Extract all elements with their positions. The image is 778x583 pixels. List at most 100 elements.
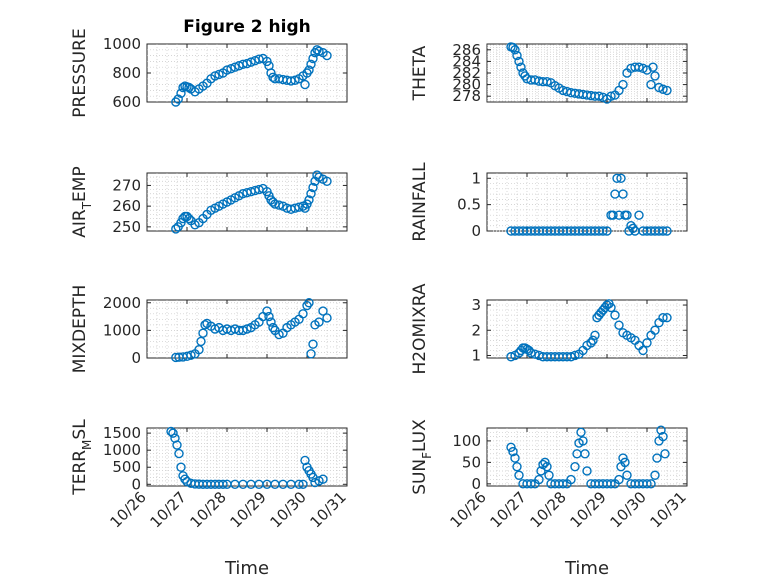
data-point xyxy=(652,453,662,463)
data-point xyxy=(544,470,554,480)
data-point xyxy=(526,479,536,489)
data-point xyxy=(558,479,568,489)
x-tick-label: 10/30 xyxy=(267,488,310,531)
data-point xyxy=(308,182,318,193)
y-tick-label: 284 xyxy=(452,52,481,70)
data-point xyxy=(171,224,181,234)
data-point xyxy=(218,479,228,489)
y-axis-label: TERRMSL xyxy=(70,419,94,496)
data-point xyxy=(242,324,252,334)
y-tick-label: 600 xyxy=(112,93,141,111)
data-point xyxy=(510,45,520,55)
data-point xyxy=(658,226,668,236)
data-point xyxy=(650,325,660,335)
data-point xyxy=(238,325,248,336)
x-axis-label: Time xyxy=(224,558,269,579)
data-point xyxy=(306,189,316,199)
data-point xyxy=(616,173,626,183)
data-point xyxy=(246,57,256,67)
data-point xyxy=(306,349,316,359)
data-point xyxy=(184,82,194,93)
chart-title: Figure 2 high xyxy=(183,17,311,37)
y-axis-label: MIXDEPTH xyxy=(70,285,90,374)
data-point xyxy=(512,50,522,61)
y-tick-label: 1000 xyxy=(103,35,141,53)
data-point xyxy=(608,210,618,220)
panel-rainfall: 0 0.5 1 RAINFALL xyxy=(410,162,688,242)
data-point xyxy=(658,312,668,323)
data-point xyxy=(634,62,644,72)
data-point xyxy=(298,479,308,489)
data-point xyxy=(314,46,324,56)
data-point xyxy=(173,94,183,104)
y-tick-label: 500 xyxy=(112,458,141,476)
data-point xyxy=(172,440,182,450)
data-point xyxy=(542,76,552,87)
data-point xyxy=(606,302,616,313)
data-point xyxy=(506,442,516,453)
x-tick-label: 10/27 xyxy=(487,488,530,531)
data-point xyxy=(306,59,316,70)
data-point xyxy=(662,85,672,96)
data-point xyxy=(174,448,184,459)
data-point xyxy=(658,431,668,442)
data-point xyxy=(171,352,181,363)
data-point xyxy=(618,189,628,199)
data-point xyxy=(618,453,628,463)
x-tick-label: 10/31 xyxy=(647,488,690,531)
panel-h2omixra: 1 2 3 H2OMIXRA xyxy=(410,283,688,375)
y-tick-label: 278 xyxy=(452,87,481,105)
x-tick-label: 10/26 xyxy=(107,488,150,531)
data-point xyxy=(650,470,660,480)
y-tick-label: 0.5 xyxy=(457,196,481,214)
y-tick-label: 100 xyxy=(452,432,481,450)
data-point xyxy=(290,75,300,85)
data-point xyxy=(304,195,314,205)
data-point xyxy=(622,470,632,480)
data-point xyxy=(646,79,656,90)
data-point xyxy=(171,97,181,107)
data-point xyxy=(580,449,590,459)
data-point xyxy=(242,58,252,69)
data-point xyxy=(264,311,274,322)
panel-air_temp: 250 260 270 AIRTEMP xyxy=(70,166,348,238)
data-point xyxy=(170,433,180,443)
data-point xyxy=(266,317,276,327)
data-point xyxy=(262,56,272,67)
y-tick-label: 280 xyxy=(452,76,481,94)
data-point xyxy=(566,474,576,485)
data-point xyxy=(606,91,616,101)
data-point xyxy=(620,457,630,468)
y-axis-label: PRESSURE xyxy=(70,28,90,117)
y-tick-label: 0 xyxy=(471,222,481,240)
data-point xyxy=(262,306,272,316)
y-tick-label: 282 xyxy=(452,64,481,82)
y-axis-label: AIRTEMP xyxy=(70,166,94,237)
data-point xyxy=(508,446,518,457)
y-axis-label: SUNFLUX xyxy=(410,419,434,495)
data-point xyxy=(210,71,220,81)
data-point xyxy=(268,72,278,83)
data-point xyxy=(166,426,176,437)
data-point xyxy=(176,462,186,472)
data-point xyxy=(314,317,324,327)
data-point xyxy=(570,461,580,472)
axes-frame xyxy=(486,172,688,232)
data-point xyxy=(614,320,624,330)
data-point xyxy=(628,223,638,234)
data-point xyxy=(634,210,644,220)
data-point xyxy=(540,457,550,468)
data-point xyxy=(662,226,672,236)
x-tick-label: 10/28 xyxy=(527,488,570,531)
data-point xyxy=(298,309,308,319)
data-point xyxy=(308,53,318,64)
data-point xyxy=(578,436,588,446)
data-point xyxy=(318,306,328,316)
y-tick-label: 3 xyxy=(471,296,481,314)
data-point xyxy=(514,470,524,480)
x-tick-label: 10/29 xyxy=(567,488,610,531)
data-point xyxy=(300,455,310,466)
y-tick-label: 0 xyxy=(131,475,141,493)
data-point xyxy=(650,71,660,81)
